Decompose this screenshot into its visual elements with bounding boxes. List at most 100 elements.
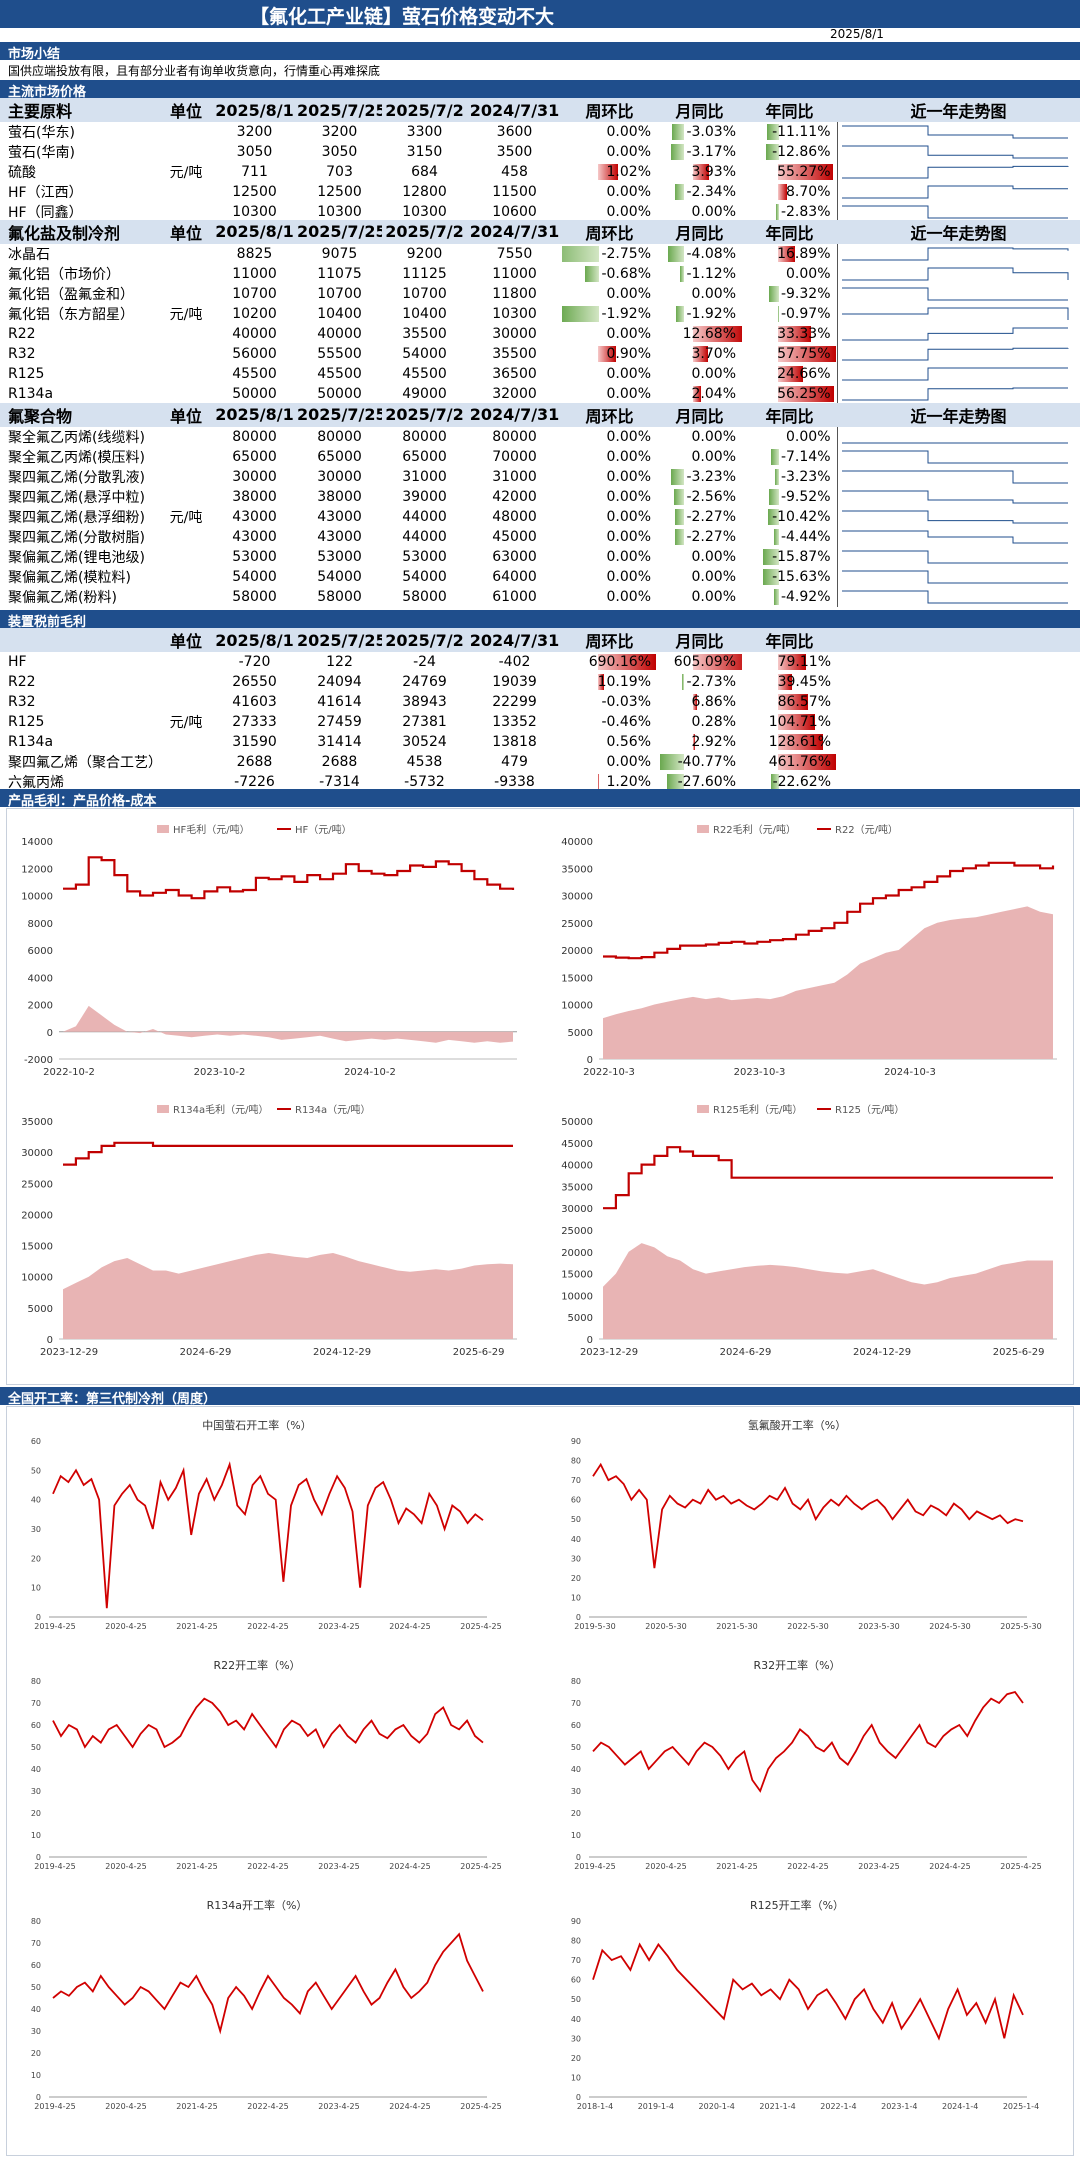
y-tick-label: 60 xyxy=(571,1976,581,1985)
x-tick-label: 2024-4-25 xyxy=(389,1862,430,1871)
pct-cell: -12.86% xyxy=(742,142,837,162)
pct-value: -4.92% xyxy=(780,588,831,605)
table-row: 聚全氟乙丙烯(线缆料) 80000 80000 80000 80000 0.00% 0.00… xyxy=(0,426,1080,447)
table-row: 聚四氟乙烯(分散树脂) 43000 43000 44000 45000 0.00% -2.2… xyxy=(0,526,1080,547)
sparkline-path xyxy=(841,327,1068,341)
pct-value: -11.11% xyxy=(772,124,831,140)
legend-label-margin: R134a毛利（元/吨） xyxy=(173,1103,269,1116)
blank-cell xyxy=(837,752,1080,772)
y-tick-label: 10 xyxy=(31,1831,41,1840)
y-tick-label: 0 xyxy=(36,1853,41,1862)
x-tick-label: 2023-12-29 xyxy=(580,1347,638,1358)
legend-label-margin: R125毛利（元/吨） xyxy=(713,1103,802,1116)
pct-value: 0.00% xyxy=(606,184,651,200)
chart-title: R125开工率（%） xyxy=(750,1898,844,1912)
pct-cell: 0.00% xyxy=(562,384,657,404)
column-header: 2025/7/25 xyxy=(297,98,382,122)
pct-cell: 57.75% xyxy=(742,344,837,364)
price-value: 11075 xyxy=(317,265,362,282)
x-tick-label: 2023-10-2 xyxy=(194,1067,246,1078)
pct-value: 128.61% xyxy=(768,734,831,750)
column-header: 2025/7/2 xyxy=(382,628,467,652)
pct-value: -4.08% xyxy=(686,245,736,262)
price-value: 3300 xyxy=(406,124,443,140)
pct-bar-negative xyxy=(679,265,684,282)
pct-bar-negative xyxy=(762,568,779,585)
margin-value: 41603 xyxy=(232,694,277,710)
pct-cell: 39.45% xyxy=(742,672,837,692)
pct-value: -40.77% xyxy=(677,754,736,770)
trend-sparkline xyxy=(841,470,1068,483)
x-tick-label: 2020-4-25 xyxy=(105,2102,146,2111)
x-tick-label: 2019-5-30 xyxy=(574,1622,615,1631)
y-tick-label: 30 xyxy=(571,1554,581,1563)
util-header: 全国开工率：第三代制冷剂（周度） xyxy=(0,1387,1080,1407)
price-value: 45500 xyxy=(232,365,277,382)
unit-cell xyxy=(160,567,212,587)
sparkline-path xyxy=(841,307,1068,320)
y-tick-label: 60 xyxy=(571,1721,581,1730)
trend-sparkline xyxy=(841,307,1068,320)
product-name: HF xyxy=(8,654,27,670)
price-value: 56000 xyxy=(232,345,277,362)
unit-cell xyxy=(160,487,212,507)
sparkline-path xyxy=(841,510,1068,523)
price-value: 43000 xyxy=(232,508,277,525)
trend-cell xyxy=(836,323,1080,344)
unit-cell xyxy=(160,182,212,202)
margin-value: -5732 xyxy=(404,774,445,790)
pct-cell: 0.00% xyxy=(562,447,657,467)
trend-cell xyxy=(836,182,1080,202)
x-tick-label: 2021-5-30 xyxy=(716,1622,757,1631)
profit-chart-svg: R22毛利（元/吨） R22（元/吨） 40000 35000 30000 25000 20… xyxy=(561,823,1057,1078)
product-name: 氟化铝（东方韶星） xyxy=(8,306,134,323)
pct-value: -9.52% xyxy=(780,488,831,505)
legend-swatch-margin xyxy=(157,825,169,833)
y-tick-label: 60 xyxy=(571,1496,581,1505)
column-header: 2024/7/31 xyxy=(467,628,562,652)
margin-value: -24 xyxy=(413,654,436,670)
column-header: 2025/7/2 xyxy=(382,219,467,244)
pct-cell: 0.00% xyxy=(742,427,837,447)
price-value: 80000 xyxy=(232,428,277,445)
util-line xyxy=(52,1697,484,1749)
price-value: 10700 xyxy=(232,285,277,302)
trend-sparkline xyxy=(841,205,1068,219)
price-value: 3050 xyxy=(236,144,273,160)
price-value: 53000 xyxy=(402,548,447,565)
price-value: 58000 xyxy=(402,588,447,605)
price-value: 54000 xyxy=(317,568,362,585)
y-tick-label: 40 xyxy=(571,2015,581,2024)
margin-value: 4538 xyxy=(406,754,443,770)
price-value: 58000 xyxy=(232,588,277,605)
sparkline-path xyxy=(841,590,1068,603)
y-tick-label: 15000 xyxy=(561,1270,593,1281)
price-value: 40000 xyxy=(232,325,277,342)
y-tick-label: 25000 xyxy=(21,1179,53,1190)
y-tick-label: 30000 xyxy=(21,1148,53,1159)
column-header: 2025/7/25 xyxy=(297,219,382,244)
y-tick-label: 70 xyxy=(571,1699,581,1708)
price-value: 49000 xyxy=(402,385,447,402)
unit-label: 元/吨 xyxy=(169,165,203,181)
trend-cell xyxy=(836,586,1080,607)
unit-cell xyxy=(160,244,212,264)
y-tick-label: 70 xyxy=(31,1939,41,1948)
trend-sparkline xyxy=(841,125,1068,139)
pct-value: -10.42% xyxy=(772,508,831,525)
price-value: 44000 xyxy=(402,508,447,525)
x-tick-label: 2022-10-2 xyxy=(43,1067,95,1078)
pct-cell: -9.32% xyxy=(742,284,837,304)
price-value: 38000 xyxy=(232,488,277,505)
trend-sparkline xyxy=(841,570,1068,583)
product-name: R125 xyxy=(8,365,45,382)
x-tick-label: 2025-4-25 xyxy=(460,2102,501,2111)
pct-value: -2.27% xyxy=(686,528,736,545)
x-tick-label: 2024-1-4 xyxy=(942,2102,978,2111)
pct-cell: 0.00% xyxy=(562,142,657,162)
y-tick-label: 40000 xyxy=(561,1161,593,1172)
y-tick-label: 4000 xyxy=(28,973,53,984)
y-tick-label: 8000 xyxy=(28,919,53,930)
pct-value: -1.12% xyxy=(686,265,736,282)
